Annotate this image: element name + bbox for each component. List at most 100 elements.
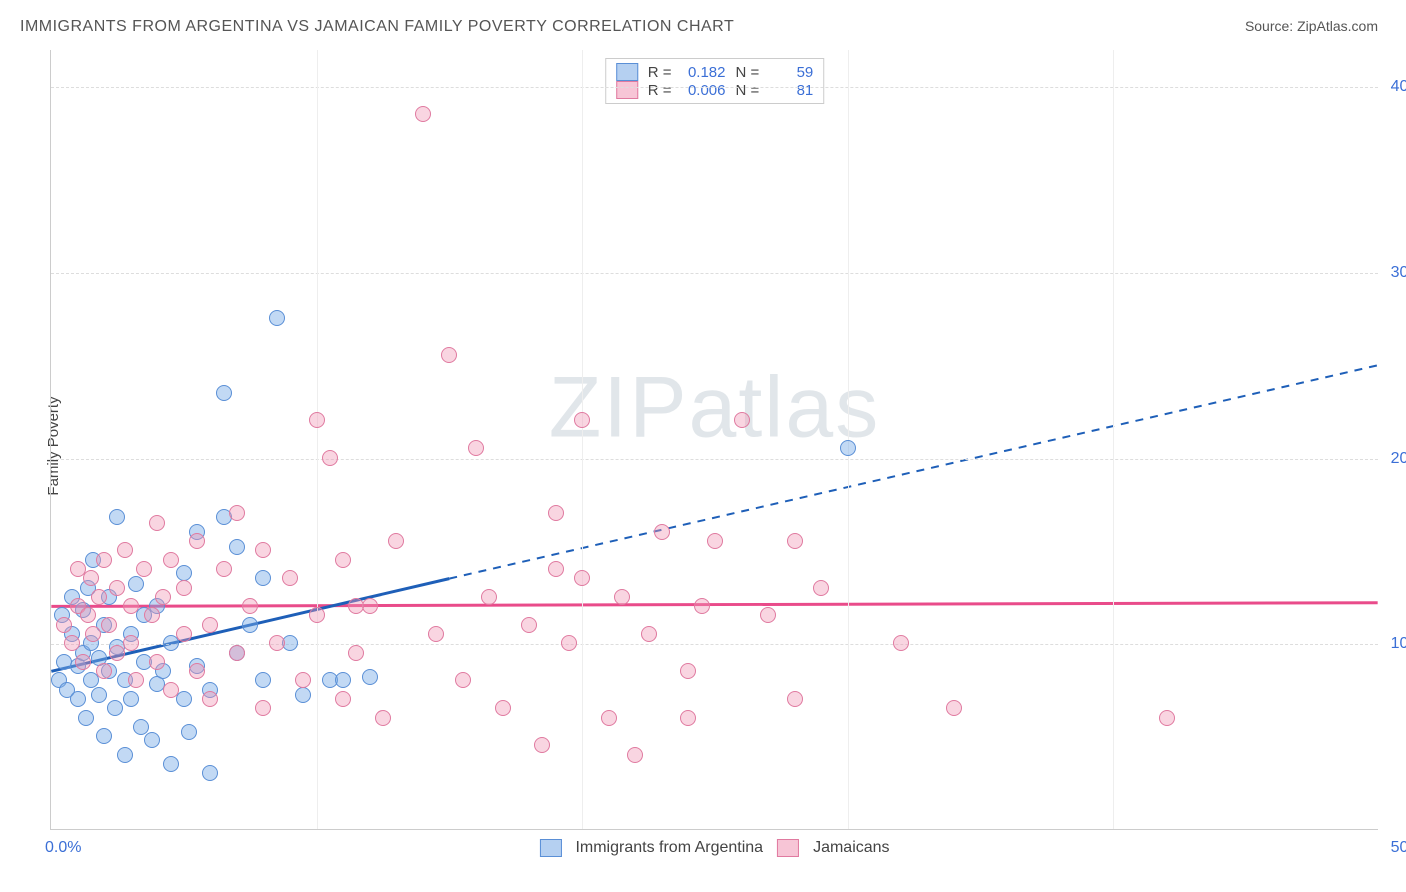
data-point — [362, 669, 378, 685]
data-point — [242, 598, 258, 614]
data-point — [229, 645, 245, 661]
data-point — [255, 672, 271, 688]
data-point — [468, 440, 484, 456]
data-point — [946, 700, 962, 716]
x-tick-label: 0.0% — [45, 839, 81, 857]
data-point — [707, 533, 723, 549]
data-point — [144, 607, 160, 623]
gridline-horizontal — [51, 87, 1378, 88]
legend-r-value: 0.182 — [682, 64, 726, 81]
x-tick-label: 50.0% — [1391, 839, 1406, 857]
data-point — [295, 672, 311, 688]
legend-row: R =0.182N =59 — [616, 63, 814, 81]
gridline-vertical — [317, 50, 318, 829]
data-point — [601, 710, 617, 726]
data-point — [75, 654, 91, 670]
legend-row: R =0.006N =81 — [616, 81, 814, 99]
data-point — [80, 607, 96, 623]
data-point — [229, 505, 245, 521]
data-point — [91, 589, 107, 605]
data-point — [574, 412, 590, 428]
data-point — [375, 710, 391, 726]
data-point — [455, 672, 471, 688]
data-point — [109, 580, 125, 596]
data-point — [521, 617, 537, 633]
data-point — [101, 617, 117, 633]
data-point — [415, 106, 431, 122]
data-point — [155, 589, 171, 605]
data-point — [163, 756, 179, 772]
data-point — [176, 626, 192, 642]
data-point — [109, 509, 125, 525]
data-point — [269, 635, 285, 651]
data-point — [91, 687, 107, 703]
data-point — [163, 552, 179, 568]
legend-n-value: 59 — [769, 64, 813, 81]
data-point — [70, 691, 86, 707]
data-point — [561, 635, 577, 651]
data-point — [136, 561, 152, 577]
gridline-vertical — [1113, 50, 1114, 829]
data-point — [229, 539, 245, 555]
data-point — [441, 347, 457, 363]
data-point — [123, 635, 139, 651]
data-point — [189, 663, 205, 679]
data-point — [654, 524, 670, 540]
data-point — [734, 412, 750, 428]
gridline-vertical — [582, 50, 583, 829]
correlation-legend: R =0.182N =59R =0.006N =81 — [605, 58, 825, 104]
data-point — [149, 654, 165, 670]
gridline-horizontal — [51, 459, 1378, 460]
data-point — [123, 691, 139, 707]
data-point — [255, 570, 271, 586]
data-point — [481, 589, 497, 605]
data-point — [694, 598, 710, 614]
legend-r-label: R = — [648, 64, 672, 81]
data-point — [242, 617, 258, 633]
data-point — [295, 687, 311, 703]
data-point — [128, 576, 144, 592]
data-point — [255, 542, 271, 558]
data-point — [255, 700, 271, 716]
gridline-horizontal — [51, 644, 1378, 645]
legend-swatch — [777, 839, 799, 857]
data-point — [760, 607, 776, 623]
data-point — [96, 552, 112, 568]
data-point — [117, 542, 133, 558]
data-point — [176, 565, 192, 581]
y-tick-label: 30.0% — [1384, 264, 1406, 282]
data-point — [128, 672, 144, 688]
source-attribution: Source: ZipAtlas.com — [1245, 18, 1378, 34]
data-point — [202, 765, 218, 781]
data-point — [176, 580, 192, 596]
data-point — [64, 635, 80, 651]
data-point — [680, 710, 696, 726]
data-point — [144, 732, 160, 748]
data-point — [216, 385, 232, 401]
data-point — [428, 626, 444, 642]
data-point — [202, 617, 218, 633]
data-point — [787, 691, 803, 707]
data-point — [548, 505, 564, 521]
data-point — [85, 626, 101, 642]
legend-series-label: Immigrants from Argentina — [575, 839, 763, 857]
data-point — [202, 691, 218, 707]
series-legend: Immigrants from ArgentinaJamaicans — [539, 839, 889, 857]
data-point — [348, 645, 364, 661]
data-point — [893, 635, 909, 651]
y-tick-label: 20.0% — [1384, 450, 1406, 468]
data-point — [787, 533, 803, 549]
y-tick-label: 40.0% — [1384, 78, 1406, 96]
data-point — [78, 710, 94, 726]
data-point — [680, 663, 696, 679]
data-point — [348, 598, 364, 614]
data-point — [96, 728, 112, 744]
legend-swatch — [616, 63, 638, 81]
data-point — [282, 570, 298, 586]
data-point — [117, 747, 133, 763]
data-point — [574, 570, 590, 586]
data-point — [269, 310, 285, 326]
data-point — [813, 580, 829, 596]
legend-n-value: 81 — [769, 82, 813, 99]
data-point — [149, 515, 165, 531]
